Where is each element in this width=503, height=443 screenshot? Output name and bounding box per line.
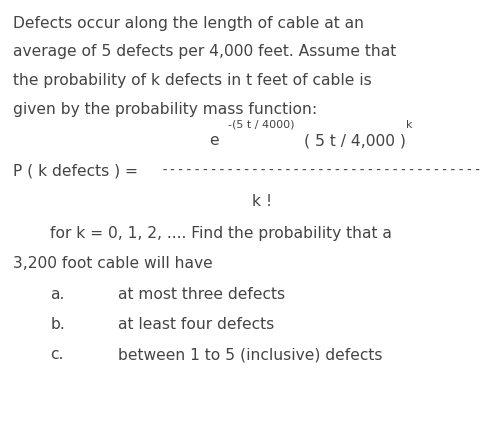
Text: b.: b. (50, 317, 65, 332)
Text: given by the probability mass function:: given by the probability mass function: (13, 102, 317, 117)
Text: k: k (406, 120, 413, 130)
Text: between 1 to 5 (inclusive) defects: between 1 to 5 (inclusive) defects (118, 347, 383, 362)
Text: e: e (209, 133, 218, 148)
Text: ( 5 t / 4,000 ): ( 5 t / 4,000 ) (304, 133, 406, 148)
Text: at most three defects: at most three defects (118, 287, 285, 302)
Text: P ( k defects ) =: P ( k defects ) = (13, 163, 138, 178)
Text: k !: k ! (252, 194, 272, 209)
Text: the probability of k defects in t feet of cable is: the probability of k defects in t feet o… (13, 73, 371, 88)
Text: -(5 t / 4000): -(5 t / 4000) (228, 120, 294, 130)
Text: c.: c. (50, 347, 64, 362)
Text: at least four defects: at least four defects (118, 317, 275, 332)
Text: ---------------------------------------: --------------------------------------- (161, 164, 483, 178)
Text: a.: a. (50, 287, 65, 302)
Text: average of 5 defects per 4,000 feet. Assume that: average of 5 defects per 4,000 feet. Ass… (13, 44, 396, 59)
Text: 3,200 foot cable will have: 3,200 foot cable will have (13, 256, 212, 271)
Text: for k = 0, 1, 2, .... Find the probability that a: for k = 0, 1, 2, .... Find the probabili… (50, 226, 392, 241)
Text: Defects occur along the length of cable at an: Defects occur along the length of cable … (13, 16, 364, 31)
